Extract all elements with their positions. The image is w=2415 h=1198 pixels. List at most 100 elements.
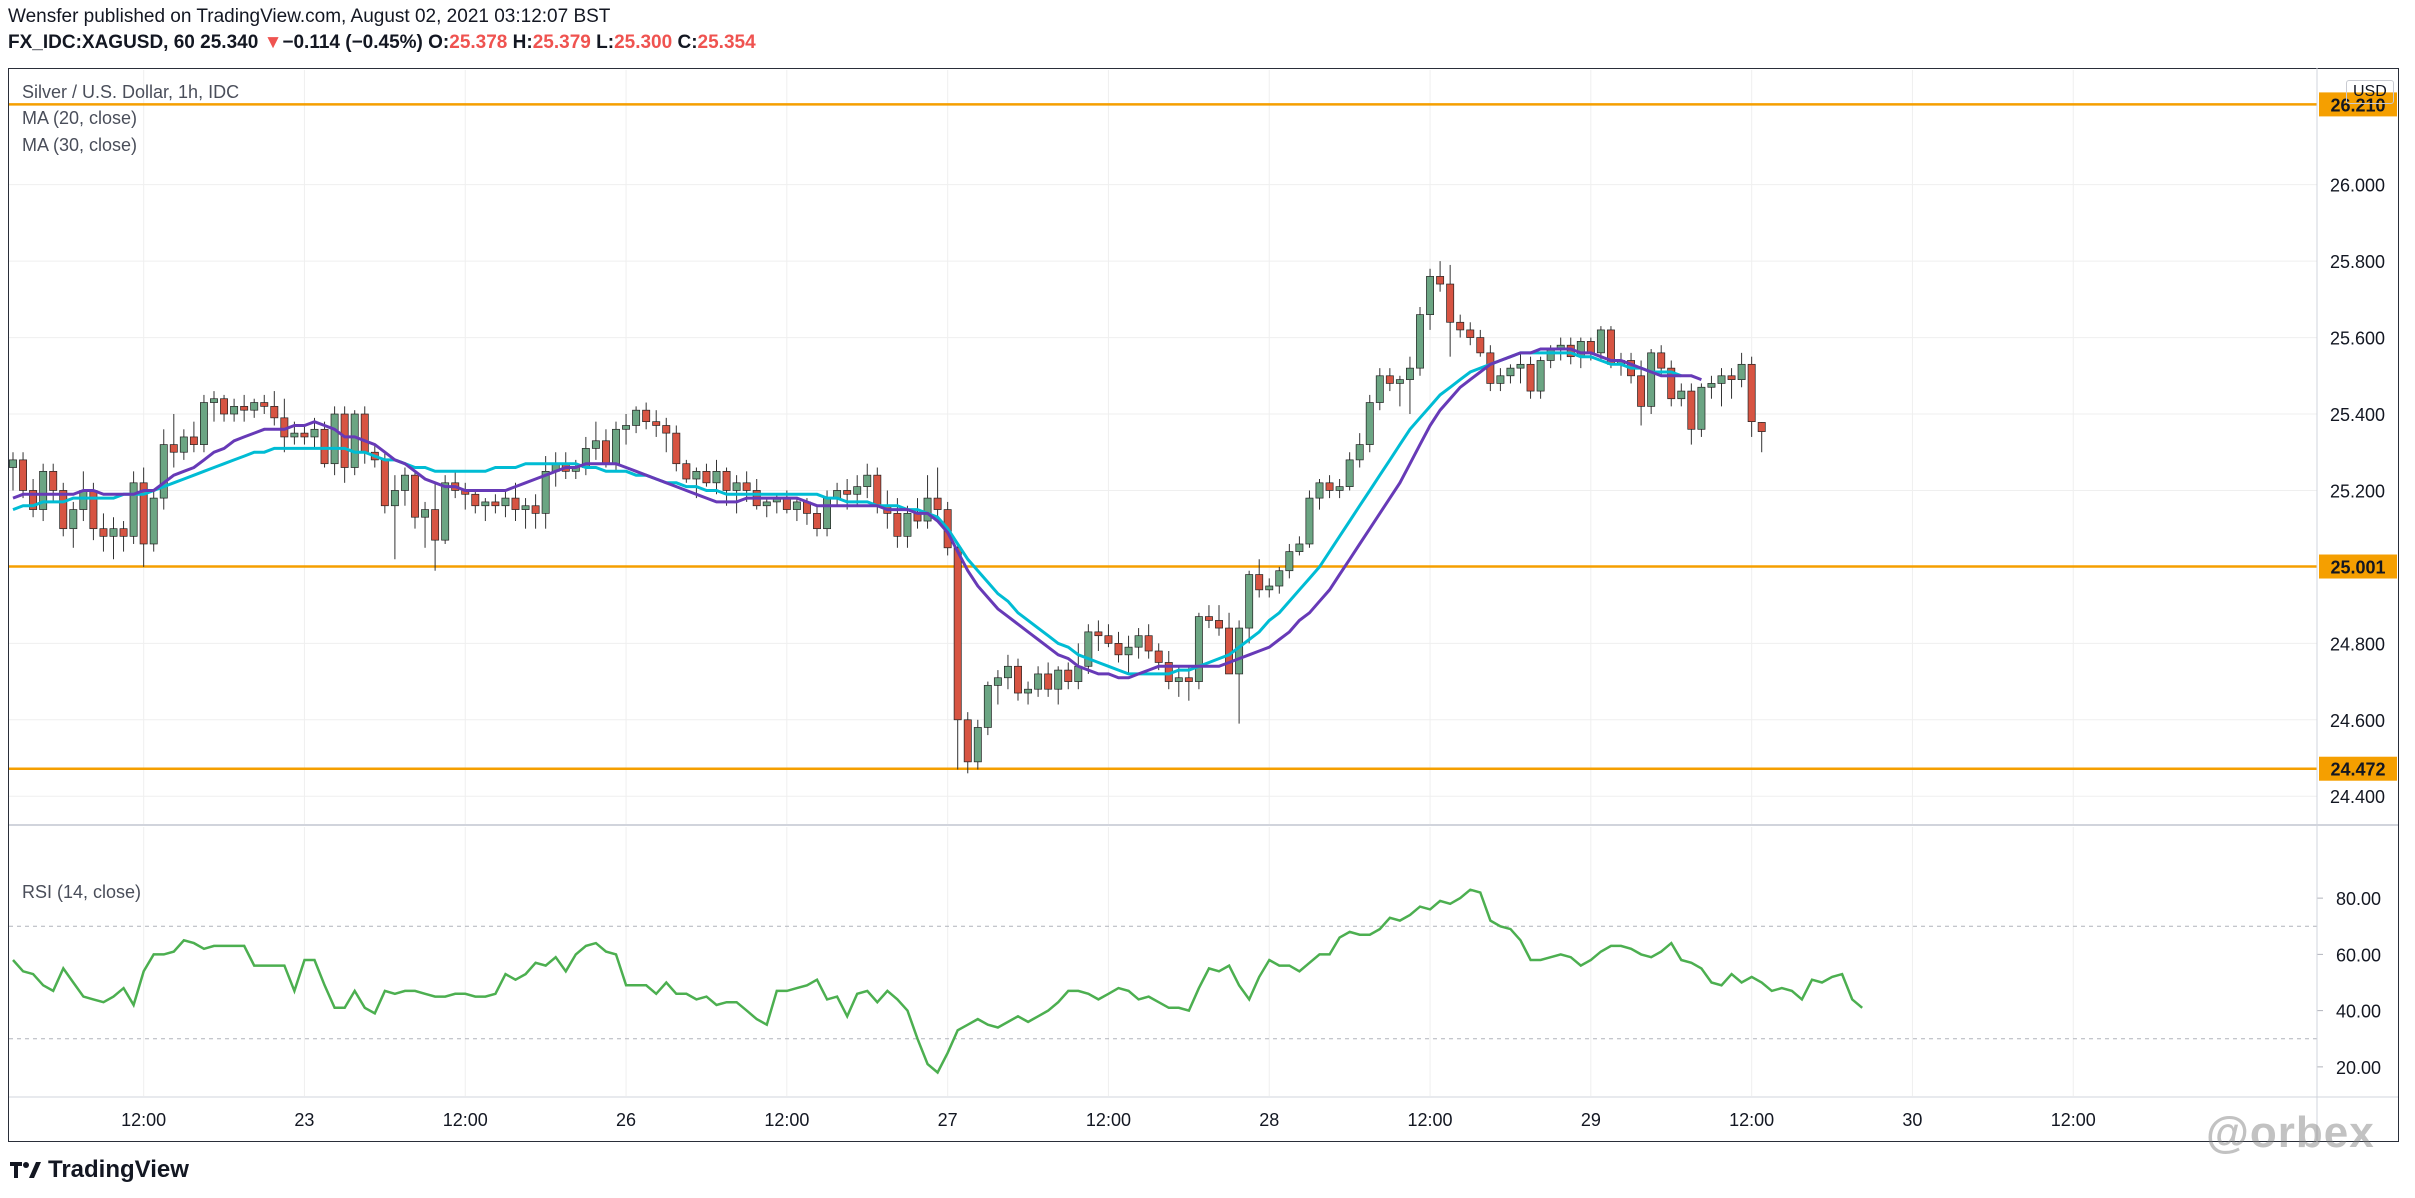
candle-body [853, 486, 862, 495]
candle-body [1144, 635, 1153, 652]
candle-body [1305, 497, 1314, 545]
candle-body [1124, 646, 1133, 656]
rsi-legend[interactable]: RSI (14, close) [22, 882, 142, 902]
time-tick-label: 26 [616, 1110, 636, 1130]
candle-body [179, 436, 188, 453]
time-tick-label: 12:00 [1408, 1110, 1453, 1130]
candle-body [159, 444, 168, 499]
high-value: 25.379 [532, 32, 591, 53]
time-tick-label: 12:00 [764, 1110, 809, 1130]
candle-body [1496, 375, 1505, 384]
candle-body [340, 413, 349, 468]
candle-body [99, 528, 108, 537]
price-tick-label: 25.400 [2330, 405, 2385, 425]
moving-averages [12, 347, 1702, 680]
candle-body [1134, 635, 1143, 648]
axes: 26.000 25.800 25.600 25.400 25.200 24.800 24.6… [9, 68, 2398, 1142]
candle-body [1395, 379, 1404, 384]
candle-body [1526, 363, 1535, 392]
candle-body [973, 727, 982, 763]
candle-body [1315, 482, 1324, 499]
candle-body [712, 470, 721, 484]
chart-frame [8, 68, 2399, 1142]
time-tick-label: 12:00 [1086, 1110, 1131, 1130]
candle-body [993, 677, 1002, 686]
candle-body [59, 490, 68, 530]
candle-body [1365, 402, 1374, 445]
candle-body [893, 513, 902, 537]
time-tick-label: 30 [1902, 1110, 1922, 1130]
candle-body [1275, 570, 1284, 587]
candle-body [310, 428, 319, 438]
candle-body [200, 402, 208, 445]
ma30-line [12, 351, 1682, 676]
candle-body [1114, 643, 1123, 656]
candle-body [49, 470, 58, 491]
candle-body [401, 474, 409, 491]
rsi-line [12, 888, 1864, 1075]
candle-body [9, 459, 17, 468]
symbol-label[interactable]: FX_IDC:XAGUSD, 60 [8, 32, 195, 53]
candle-body [612, 428, 620, 465]
candle-body [1506, 367, 1515, 377]
rsi-pane: 80.00 60.00 40.00 20.00 [9, 888, 2381, 1078]
candle-body [1586, 341, 1595, 354]
candle-body [1405, 367, 1414, 380]
tradingview-logo[interactable]: TradingView [10, 1156, 189, 1184]
candle-body [1637, 375, 1646, 407]
candle-body [702, 470, 711, 484]
level-price-tag [2319, 92, 2397, 117]
price-tick-label: 25.800 [2330, 252, 2385, 272]
ma30-legend[interactable]: MA (30, close) [22, 135, 138, 155]
candle-body [390, 490, 399, 507]
rsi-tick-label: 40.00 [2336, 1002, 2381, 1022]
candle-body [722, 470, 731, 491]
candle-body [39, 470, 48, 510]
candle-body [1034, 673, 1043, 690]
candle-body [692, 470, 701, 480]
candle-body [139, 482, 148, 545]
candle-body [109, 528, 118, 537]
candle-body [481, 501, 490, 507]
candle-body [1707, 383, 1716, 388]
time-tick-label: 27 [938, 1110, 958, 1130]
candle-body [1536, 360, 1545, 392]
last-price: 25.340 [200, 32, 259, 53]
candle-body [642, 409, 651, 423]
currency-badge[interactable]: USD [2346, 80, 2394, 104]
candle-body [1717, 375, 1726, 384]
candle-body [1084, 631, 1093, 667]
candle-body [813, 513, 821, 530]
candle-body [290, 432, 299, 438]
candle-body [1265, 585, 1274, 591]
candle-body [471, 493, 480, 507]
candle-body [1094, 631, 1103, 637]
horizontal-levels: 26.210 25.001 24.472 [9, 92, 2397, 781]
candle-body [1325, 482, 1334, 491]
candle-body [1436, 276, 1445, 285]
candle-body [1003, 665, 1012, 679]
time-tick-label: 23 [294, 1110, 314, 1130]
candle-body [1446, 283, 1455, 323]
time-tick-label: 12:00 [1729, 1110, 1774, 1130]
ma20-line [12, 347, 1702, 680]
candle-body [632, 409, 641, 426]
publish-info: Wensfer published on TradingView.com, Au… [8, 6, 611, 27]
candle-body [1667, 367, 1676, 400]
candle-body [521, 505, 530, 510]
candle-body [873, 474, 882, 507]
candle-body [1245, 574, 1254, 629]
open-label: O: [428, 32, 450, 53]
time-tick-label: 28 [1259, 1110, 1279, 1130]
candle-body [1677, 390, 1686, 400]
candle-body [79, 490, 88, 510]
level-price-label: 26.210 [2330, 95, 2385, 115]
low-value: 25.300 [614, 32, 673, 53]
candle-body [89, 490, 98, 530]
candle-body [29, 490, 38, 510]
candle-body [903, 513, 912, 537]
candle-body [1054, 669, 1063, 690]
ma20-legend[interactable]: MA (20, close) [22, 108, 138, 128]
candle-body [782, 497, 791, 510]
